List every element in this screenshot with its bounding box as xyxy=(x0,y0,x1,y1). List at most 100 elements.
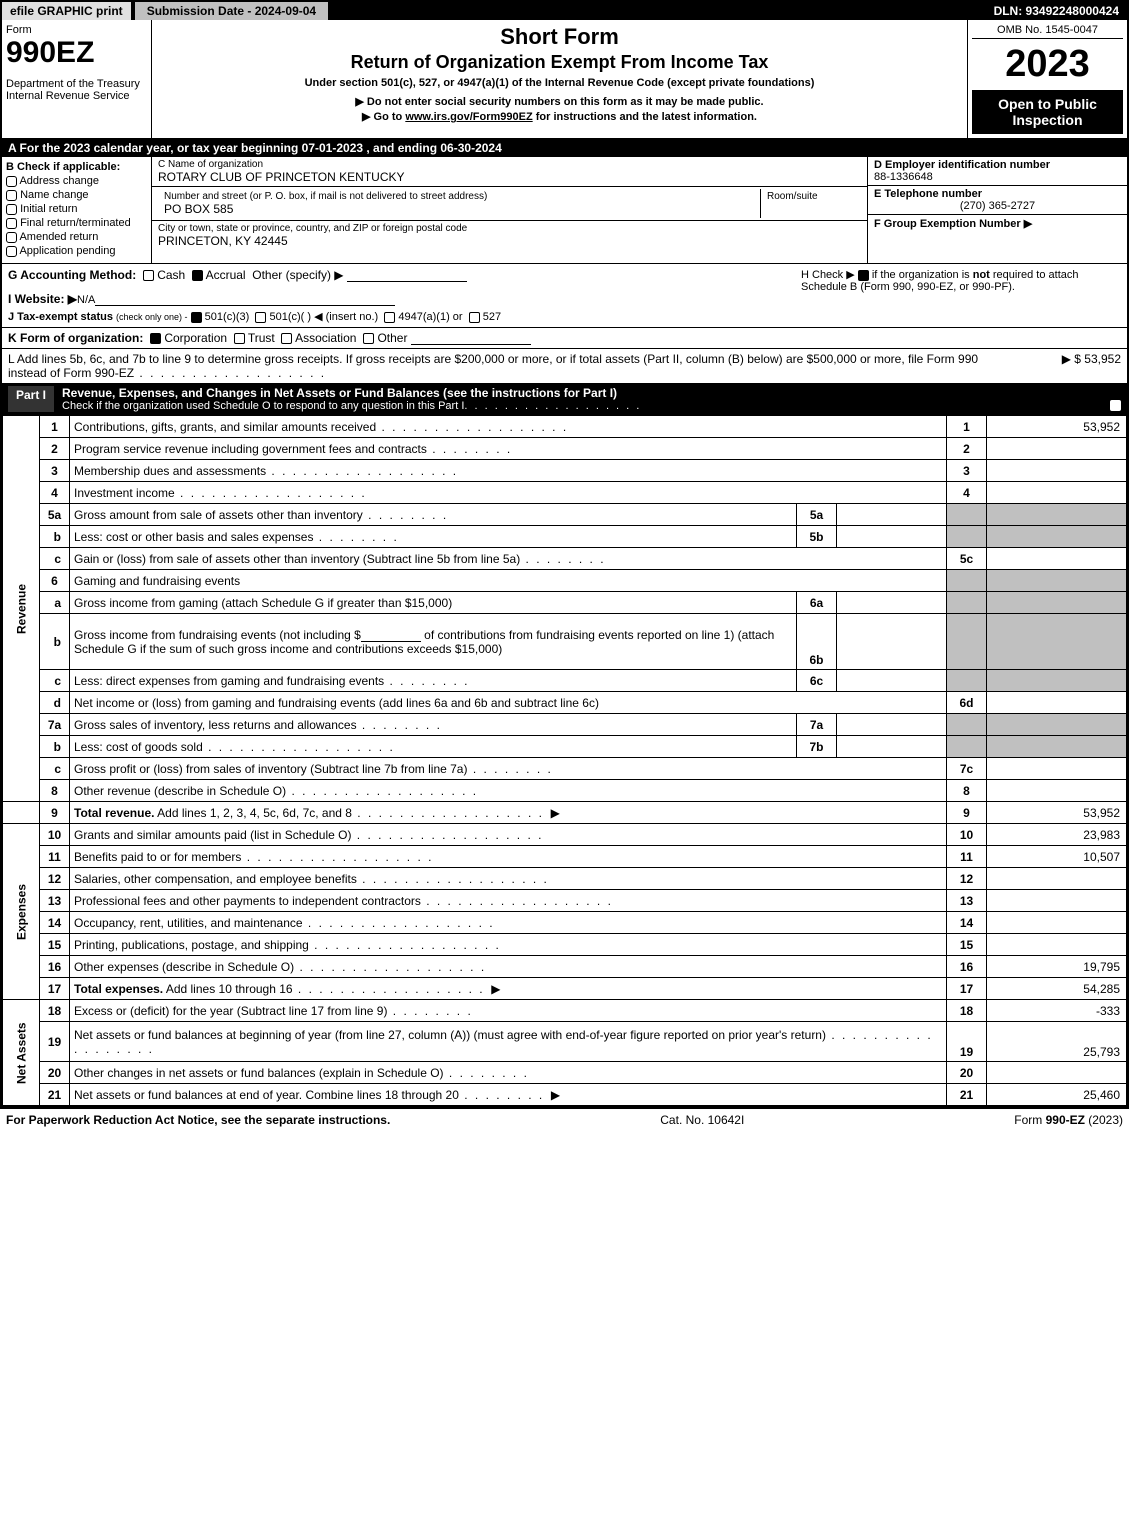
chk-label: Final return/terminated xyxy=(20,217,131,229)
line-desc: Gross income from gaming (attach Schedul… xyxy=(74,596,452,610)
revenue-side-label: Revenue xyxy=(3,416,40,802)
mid-value xyxy=(837,714,947,736)
other-label: Other (specify) ▶ xyxy=(252,268,343,282)
corp-label: Corporation xyxy=(164,331,227,345)
expenses-side-label: Expenses xyxy=(3,824,40,1000)
line-ref: 20 xyxy=(947,1062,987,1084)
checkbox-amended-return[interactable] xyxy=(6,232,17,243)
checkbox-corporation[interactable] xyxy=(150,333,161,344)
mid-ref: 6a xyxy=(797,592,837,614)
checkbox-4947[interactable] xyxy=(384,312,395,323)
row-l: L Add lines 5b, 6c, and 7b to line 9 to … xyxy=(2,348,1127,383)
line-desc: Grants and similar amounts paid (list in… xyxy=(74,828,351,842)
checkbox-schedule-o[interactable]: ✓ xyxy=(1110,400,1121,411)
chk-label: Amended return xyxy=(19,231,98,243)
line-num: 6 xyxy=(40,570,70,592)
line-value xyxy=(987,438,1127,460)
line-value xyxy=(987,548,1127,570)
line-ref: 8 xyxy=(947,780,987,802)
checkbox-527[interactable] xyxy=(469,312,480,323)
line-desc: Printing, publications, postage, and shi… xyxy=(74,938,309,952)
checkbox-other-org[interactable] xyxy=(363,333,374,344)
shaded-cell xyxy=(947,736,987,758)
line-value xyxy=(987,460,1127,482)
org-name-label: C Name of organization xyxy=(158,159,861,170)
shaded-cell xyxy=(947,592,987,614)
checkbox-application-pending[interactable] xyxy=(6,246,17,257)
checkbox-cash[interactable] xyxy=(143,270,154,281)
part1-title: Revenue, Expenses, and Changes in Net As… xyxy=(62,386,1121,400)
mid-ref: 7b xyxy=(797,736,837,758)
header-center: Short Form Return of Organization Exempt… xyxy=(152,20,967,138)
line-num: 19 xyxy=(40,1022,70,1062)
section-h: H Check ▶ if the organization is not req… xyxy=(801,268,1121,323)
shaded-cell xyxy=(987,614,1127,670)
row-a: A For the 2023 calendar year, or tax yea… xyxy=(2,139,1127,157)
checkbox-initial-return[interactable] xyxy=(6,204,17,215)
checkbox-association[interactable] xyxy=(281,333,292,344)
checkbox-trust[interactable] xyxy=(234,333,245,344)
goto-link[interactable]: www.irs.gov/Form990EZ xyxy=(405,111,532,123)
city-label: City or town, state or province, country… xyxy=(158,223,861,234)
line-num: c xyxy=(40,548,70,570)
checkbox-address-change[interactable] xyxy=(6,176,17,187)
line-desc: Occupancy, rent, utilities, and maintena… xyxy=(74,916,303,930)
section-bcd: B Check if applicable: Address change Na… xyxy=(2,157,1127,264)
line-num: a xyxy=(40,592,70,614)
chk-label: Application pending xyxy=(19,245,115,257)
group-exemption-label: F Group Exemption Number ▶ xyxy=(874,217,1121,230)
part1-label: Part I xyxy=(8,386,54,412)
line-num: 12 xyxy=(40,868,70,890)
mid-ref: 5b xyxy=(797,526,837,548)
other-org-line[interactable] xyxy=(411,333,531,345)
527-label: 527 xyxy=(483,311,501,323)
line-num: 13 xyxy=(40,890,70,912)
line-ref: 14 xyxy=(947,912,987,934)
line-desc: Less: cost of goods sold xyxy=(74,740,203,754)
shaded-cell xyxy=(987,504,1127,526)
ein-label: D Employer identification number xyxy=(874,159,1121,171)
checkbox-501c[interactable] xyxy=(255,312,266,323)
line-ref: 16 xyxy=(947,956,987,978)
row-k: K Form of organization: Corporation Trus… xyxy=(2,327,1127,348)
line-desc: Gross amount from sale of assets other t… xyxy=(74,508,363,522)
contrib-blank[interactable] xyxy=(361,630,421,642)
column-c: C Name of organization ROTARY CLUB OF PR… xyxy=(152,157,867,263)
mid-value xyxy=(837,504,947,526)
return-title: Return of Organization Exempt From Incom… xyxy=(160,52,959,73)
line-ref: 12 xyxy=(947,868,987,890)
line-ref: 3 xyxy=(947,460,987,482)
checkbox-schedule-b[interactable] xyxy=(858,270,869,281)
shaded-cell xyxy=(947,570,987,592)
other-specify-input[interactable] xyxy=(347,270,467,282)
line-num: 21 xyxy=(40,1084,70,1106)
checkbox-501c3[interactable] xyxy=(191,312,202,323)
line-ref: 2 xyxy=(947,438,987,460)
shaded-cell xyxy=(987,526,1127,548)
line-desc: Program service revenue including govern… xyxy=(74,442,427,456)
website-value: N/A xyxy=(77,294,95,306)
header-right: OMB No. 1545-0047 2023 Open to Public In… xyxy=(967,20,1127,138)
line-desc: Investment income xyxy=(74,486,175,500)
city-value: PRINCETON, KY 42445 xyxy=(158,234,861,248)
goto-line: ▶ Go to www.irs.gov/Form990EZ for instru… xyxy=(160,110,959,123)
line-value xyxy=(987,780,1127,802)
line-desc: Other changes in net assets or fund bala… xyxy=(74,1066,444,1080)
line-value: 23,983 xyxy=(987,824,1127,846)
checkbox-accrual[interactable] xyxy=(192,270,203,281)
line-desc: Gross sales of inventory, less returns a… xyxy=(74,718,357,732)
line-desc: Other revenue (describe in Schedule O) xyxy=(74,784,286,798)
line-desc: Total expenses. xyxy=(74,982,163,996)
footer-right: Form 990-EZ (2023) xyxy=(1014,1113,1123,1127)
shaded-cell xyxy=(947,614,987,670)
shaded-cell xyxy=(987,570,1127,592)
col-b-label: B Check if applicable: xyxy=(6,161,147,173)
line-value xyxy=(987,912,1127,934)
line-desc: Membership dues and assessments xyxy=(74,464,266,478)
mid-ref: 6c xyxy=(797,670,837,692)
omb-number: OMB No. 1545-0047 xyxy=(972,24,1123,39)
submission-date: Submission Date - 2024-09-04 xyxy=(135,2,328,20)
checkbox-name-change[interactable] xyxy=(6,190,17,201)
checkbox-final-return[interactable] xyxy=(6,218,17,229)
goto-pre: ▶ Go to xyxy=(362,111,405,123)
